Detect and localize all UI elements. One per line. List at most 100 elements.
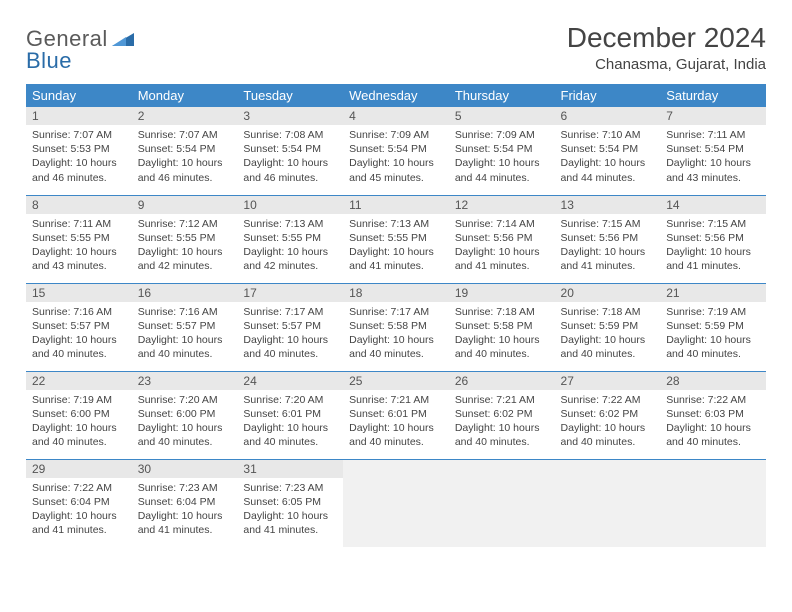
calendar-day-cell: 16Sunrise: 7:16 AMSunset: 5:57 PMDayligh… <box>132 283 238 371</box>
daylight-line: Daylight: 10 hours and 45 minutes. <box>349 156 443 184</box>
calendar-week-row: 8Sunrise: 7:11 AMSunset: 5:55 PMDaylight… <box>26 195 766 283</box>
day-info: Sunrise: 7:09 AMSunset: 5:54 PMDaylight:… <box>343 125 449 189</box>
sunrise-line: Sunrise: 7:11 AM <box>666 128 760 142</box>
day-info: Sunrise: 7:07 AMSunset: 5:54 PMDaylight:… <box>132 125 238 189</box>
sunset-line: Sunset: 5:55 PM <box>349 231 443 245</box>
day-number: 11 <box>343 196 449 214</box>
sunrise-line: Sunrise: 7:16 AM <box>32 305 126 319</box>
calendar-day-cell: 29Sunrise: 7:22 AMSunset: 6:04 PMDayligh… <box>26 459 132 547</box>
day-number: 8 <box>26 196 132 214</box>
calendar-day-cell: 11Sunrise: 7:13 AMSunset: 5:55 PMDayligh… <box>343 195 449 283</box>
day-number: 17 <box>237 284 343 302</box>
day-number: 30 <box>132 460 238 478</box>
daylight-line: Daylight: 10 hours and 40 minutes. <box>561 421 655 449</box>
weekday-header: Tuesday <box>237 84 343 107</box>
sunrise-line: Sunrise: 7:07 AM <box>32 128 126 142</box>
day-number: 9 <box>132 196 238 214</box>
daylight-line: Daylight: 10 hours and 46 minutes. <box>32 156 126 184</box>
sunset-line: Sunset: 6:01 PM <box>349 407 443 421</box>
daylight-line: Daylight: 10 hours and 40 minutes. <box>349 333 443 361</box>
calendar-day-cell: 25Sunrise: 7:21 AMSunset: 6:01 PMDayligh… <box>343 371 449 459</box>
daylight-line: Daylight: 10 hours and 40 minutes. <box>349 421 443 449</box>
daylight-line: Daylight: 10 hours and 40 minutes. <box>138 333 232 361</box>
sunset-line: Sunset: 5:54 PM <box>243 142 337 156</box>
day-info: Sunrise: 7:17 AMSunset: 5:58 PMDaylight:… <box>343 302 449 366</box>
day-info: Sunrise: 7:21 AMSunset: 6:02 PMDaylight:… <box>449 390 555 454</box>
calendar-day-cell: 22Sunrise: 7:19 AMSunset: 6:00 PMDayligh… <box>26 371 132 459</box>
day-number: 13 <box>555 196 661 214</box>
calendar-day-cell: 1Sunrise: 7:07 AMSunset: 5:53 PMDaylight… <box>26 107 132 195</box>
calendar-day-cell: 17Sunrise: 7:17 AMSunset: 5:57 PMDayligh… <box>237 283 343 371</box>
sunset-line: Sunset: 6:05 PM <box>243 495 337 509</box>
day-number: 20 <box>555 284 661 302</box>
day-info: Sunrise: 7:23 AMSunset: 6:05 PMDaylight:… <box>237 478 343 542</box>
sunset-line: Sunset: 5:54 PM <box>455 142 549 156</box>
calendar-day-cell: 6Sunrise: 7:10 AMSunset: 5:54 PMDaylight… <box>555 107 661 195</box>
sunset-line: Sunset: 5:56 PM <box>561 231 655 245</box>
day-info: Sunrise: 7:16 AMSunset: 5:57 PMDaylight:… <box>26 302 132 366</box>
calendar-empty-cell <box>660 459 766 547</box>
weekday-header: Wednesday <box>343 84 449 107</box>
calendar-day-cell: 28Sunrise: 7:22 AMSunset: 6:03 PMDayligh… <box>660 371 766 459</box>
sunrise-line: Sunrise: 7:16 AM <box>138 305 232 319</box>
sunrise-line: Sunrise: 7:21 AM <box>349 393 443 407</box>
day-number: 1 <box>26 107 132 125</box>
calendar-day-cell: 15Sunrise: 7:16 AMSunset: 5:57 PMDayligh… <box>26 283 132 371</box>
sunrise-line: Sunrise: 7:17 AM <box>349 305 443 319</box>
day-number: 27 <box>555 372 661 390</box>
sunrise-line: Sunrise: 7:11 AM <box>32 217 126 231</box>
day-number: 16 <box>132 284 238 302</box>
weekday-header: Monday <box>132 84 238 107</box>
sunset-line: Sunset: 6:04 PM <box>32 495 126 509</box>
day-info: Sunrise: 7:23 AMSunset: 6:04 PMDaylight:… <box>132 478 238 542</box>
daylight-line: Daylight: 10 hours and 40 minutes. <box>666 333 760 361</box>
sunset-line: Sunset: 6:00 PM <box>138 407 232 421</box>
calendar-day-cell: 14Sunrise: 7:15 AMSunset: 5:56 PMDayligh… <box>660 195 766 283</box>
sunrise-line: Sunrise: 7:17 AM <box>243 305 337 319</box>
calendar-day-cell: 5Sunrise: 7:09 AMSunset: 5:54 PMDaylight… <box>449 107 555 195</box>
day-info: Sunrise: 7:21 AMSunset: 6:01 PMDaylight:… <box>343 390 449 454</box>
weekday-header: Friday <box>555 84 661 107</box>
daylight-line: Daylight: 10 hours and 40 minutes. <box>138 421 232 449</box>
daylight-line: Daylight: 10 hours and 44 minutes. <box>455 156 549 184</box>
calendar-body: 1Sunrise: 7:07 AMSunset: 5:53 PMDaylight… <box>26 107 766 547</box>
sunrise-line: Sunrise: 7:15 AM <box>666 217 760 231</box>
sunrise-line: Sunrise: 7:15 AM <box>561 217 655 231</box>
day-number: 12 <box>449 196 555 214</box>
day-number: 28 <box>660 372 766 390</box>
day-number: 31 <box>237 460 343 478</box>
logo-text-block: General Blue <box>26 26 134 74</box>
day-number: 5 <box>449 107 555 125</box>
daylight-line: Daylight: 10 hours and 41 minutes. <box>138 509 232 537</box>
calendar-day-cell: 4Sunrise: 7:09 AMSunset: 5:54 PMDaylight… <box>343 107 449 195</box>
calendar-day-cell: 18Sunrise: 7:17 AMSunset: 5:58 PMDayligh… <box>343 283 449 371</box>
day-info: Sunrise: 7:20 AMSunset: 6:01 PMDaylight:… <box>237 390 343 454</box>
daylight-line: Daylight: 10 hours and 41 minutes. <box>349 245 443 273</box>
sunset-line: Sunset: 5:57 PM <box>243 319 337 333</box>
day-info: Sunrise: 7:08 AMSunset: 5:54 PMDaylight:… <box>237 125 343 189</box>
calendar-day-cell: 13Sunrise: 7:15 AMSunset: 5:56 PMDayligh… <box>555 195 661 283</box>
daylight-line: Daylight: 10 hours and 40 minutes. <box>455 421 549 449</box>
sunrise-line: Sunrise: 7:23 AM <box>243 481 337 495</box>
calendar-day-cell: 30Sunrise: 7:23 AMSunset: 6:04 PMDayligh… <box>132 459 238 547</box>
calendar-day-cell: 7Sunrise: 7:11 AMSunset: 5:54 PMDaylight… <box>660 107 766 195</box>
day-number: 26 <box>449 372 555 390</box>
calendar-week-row: 29Sunrise: 7:22 AMSunset: 6:04 PMDayligh… <box>26 459 766 547</box>
day-info: Sunrise: 7:13 AMSunset: 5:55 PMDaylight:… <box>237 214 343 278</box>
calendar-day-cell: 26Sunrise: 7:21 AMSunset: 6:02 PMDayligh… <box>449 371 555 459</box>
sunrise-line: Sunrise: 7:22 AM <box>32 481 126 495</box>
day-info: Sunrise: 7:15 AMSunset: 5:56 PMDaylight:… <box>555 214 661 278</box>
day-info: Sunrise: 7:16 AMSunset: 5:57 PMDaylight:… <box>132 302 238 366</box>
title-block: December 2024 Chanasma, Gujarat, India <box>567 22 766 73</box>
sunset-line: Sunset: 5:54 PM <box>561 142 655 156</box>
sunset-line: Sunset: 5:54 PM <box>349 142 443 156</box>
calendar-day-cell: 20Sunrise: 7:18 AMSunset: 5:59 PMDayligh… <box>555 283 661 371</box>
day-info: Sunrise: 7:12 AMSunset: 5:55 PMDaylight:… <box>132 214 238 278</box>
daylight-line: Daylight: 10 hours and 40 minutes. <box>32 421 126 449</box>
sunset-line: Sunset: 5:58 PM <box>349 319 443 333</box>
daylight-line: Daylight: 10 hours and 44 minutes. <box>561 156 655 184</box>
sunset-line: Sunset: 5:58 PM <box>455 319 549 333</box>
day-number: 15 <box>26 284 132 302</box>
day-number: 10 <box>237 196 343 214</box>
daylight-line: Daylight: 10 hours and 41 minutes. <box>561 245 655 273</box>
